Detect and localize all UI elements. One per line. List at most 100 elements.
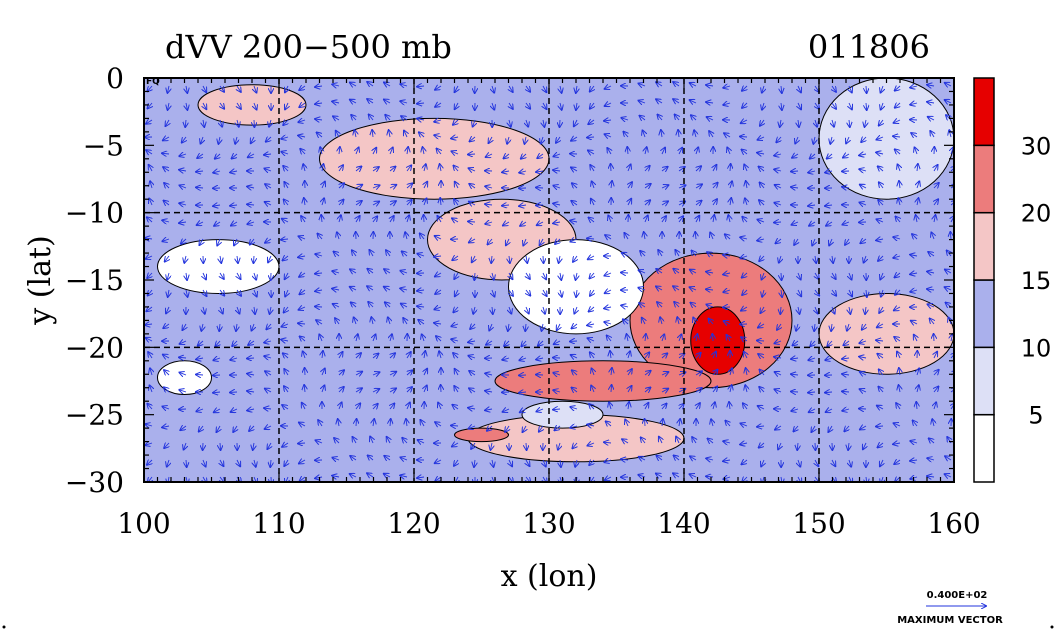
axis-ticks: [143, 77, 955, 483]
wind-vector: [473, 119, 475, 127]
wind-vector: [338, 419, 339, 427]
wind-vector: [849, 272, 852, 280]
wind-vector: [662, 404, 667, 409]
wind-vector: [526, 255, 527, 263]
wind-vector: [776, 239, 781, 243]
wind-vector: [196, 187, 204, 188]
wind-vector: [434, 307, 442, 309]
wind-vector: [285, 272, 288, 279]
wind-vector: [541, 136, 543, 144]
wind-vector: [519, 358, 527, 360]
x-tick-label-150: 150: [792, 507, 845, 540]
wind-vector: [539, 425, 543, 432]
wind-vector: [776, 137, 781, 142]
wind-vector: [182, 323, 186, 330]
wind-vector: [639, 303, 646, 307]
wind-vector: [474, 459, 475, 467]
wind-vector: [265, 426, 272, 429]
wind-vector: [657, 456, 662, 460]
wind-vector: [485, 204, 493, 205]
wind-vector: [745, 385, 747, 393]
wind-vector: [407, 165, 411, 172]
wind-vector: [798, 85, 801, 92]
wind-vector: [164, 370, 169, 375]
wind-vector: [723, 86, 731, 88]
wind-vector: [553, 222, 561, 223]
wind-vector: [877, 354, 884, 358]
wind-vector: [384, 287, 391, 290]
wind-vector: [706, 458, 714, 460]
wind-vector: [526, 102, 530, 109]
wind-vector: [865, 306, 866, 314]
wind-vector: [560, 102, 562, 110]
wind-vector: [590, 165, 594, 172]
wind-vector: [298, 323, 306, 324]
wind-vector: [661, 167, 668, 171]
wind-vector: [355, 388, 362, 392]
wind-vector: [572, 370, 577, 375]
wind-vector: [864, 255, 866, 263]
wind-vector: [247, 409, 255, 411]
wind-vector: [281, 340, 289, 341]
wind-vector: [219, 323, 220, 331]
wind-vector: [656, 99, 663, 103]
wind-vector: [876, 426, 884, 427]
wind-vector: [389, 185, 396, 188]
wind-vector: [369, 114, 373, 121]
wind-vector: [407, 200, 412, 205]
wind-vector: [590, 102, 594, 109]
wind-vector: [662, 216, 666, 223]
wind-vector: [894, 423, 901, 426]
wind-vector: [536, 358, 544, 360]
wind-vector: [285, 85, 288, 92]
wind-vector: [285, 102, 288, 109]
wind-vector: [879, 306, 883, 313]
wind-vector: [452, 151, 459, 154]
wind-vector: [217, 425, 220, 432]
wind-vector: [247, 358, 255, 359]
field-region-9: [157, 239, 280, 294]
wind-vector: [237, 289, 241, 296]
wind-vector: [558, 442, 560, 450]
wind-vector: [148, 352, 152, 359]
wind-vector: [691, 115, 696, 120]
wind-vector: [741, 120, 748, 123]
wind-vector: [893, 256, 901, 258]
wind-vector: [792, 222, 799, 225]
gridlines: [144, 78, 954, 482]
wind-vector: [147, 273, 152, 278]
wind-vector: [730, 385, 732, 393]
wind-vector: [455, 85, 458, 92]
wind-vector: [910, 273, 918, 274]
wind-vector: [509, 119, 511, 127]
wind-vector: [860, 239, 867, 243]
wind-vector: [656, 286, 663, 290]
wind-vector: [826, 222, 833, 226]
corner-mark: FQ: [146, 77, 160, 87]
wind-vector: [762, 272, 764, 280]
wind-vector: [825, 358, 833, 360]
wind-vector: [542, 323, 543, 331]
wind-vector: [387, 437, 390, 444]
wind-vector: [622, 439, 629, 443]
wind-vector: [468, 356, 476, 358]
wind-vector: [417, 290, 425, 291]
wind-vector: [424, 386, 427, 393]
wind-vector: [220, 272, 224, 279]
wind-vector: [180, 426, 187, 430]
colorbar-segment-3: [973, 211, 995, 281]
wind-vector: [849, 289, 852, 296]
wind-vector: [417, 254, 425, 256]
field-region-7: [454, 427, 509, 443]
wind-vector: [334, 438, 339, 443]
wind-vector: [640, 251, 645, 256]
wind-vector: [407, 403, 410, 410]
wind-vector: [678, 167, 685, 171]
wind-vector: [589, 404, 594, 409]
wind-vector: [624, 233, 628, 240]
wind-vector: [916, 215, 917, 223]
wind-vector: [203, 459, 206, 466]
colorbar-segment-4: [973, 144, 995, 214]
corner-dot-right: [1050, 625, 1054, 629]
wind-vector: [253, 255, 254, 263]
